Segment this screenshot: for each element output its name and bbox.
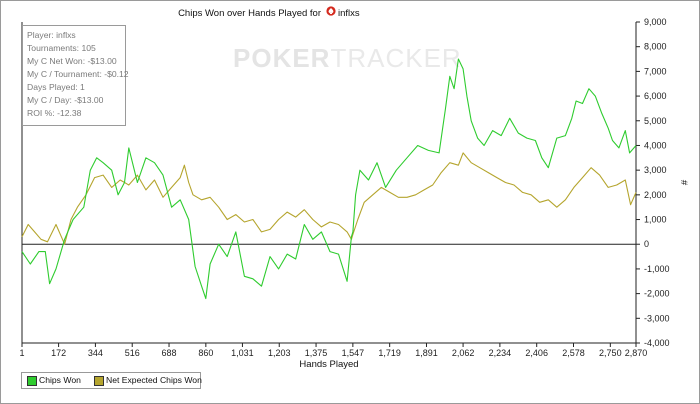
y-tick-label: 2,000 xyxy=(644,190,667,200)
legend-label-chips-won: Chips Won xyxy=(39,375,81,385)
x-tick-label: 344 xyxy=(88,348,103,358)
y-tick-label: 4,000 xyxy=(644,140,667,150)
legend-label-net-expected: Net Expected Chips Won xyxy=(106,375,202,385)
y-tick-label: 3,000 xyxy=(644,165,667,175)
stat-net-won: My C Net Won: -$13.00 xyxy=(27,56,117,66)
legend-swatch-net-expected xyxy=(94,376,104,386)
x-tick-label: 688 xyxy=(162,348,177,358)
x-tick-label: 1 xyxy=(19,348,24,358)
y-tick-label: 8,000 xyxy=(644,42,667,52)
x-tick-label: 2,578 xyxy=(562,348,585,358)
x-tick-label: 2,406 xyxy=(525,348,548,358)
series-line-net-expected xyxy=(21,152,637,245)
x-tick-label: 1,547 xyxy=(342,348,365,358)
y-tick-label: 6,000 xyxy=(644,91,667,101)
pokertracker-watermark-logo: POKERTRACKER xyxy=(233,43,462,73)
player-stats-box: Player: inflxs Tournaments: 105 My C Net… xyxy=(22,25,129,126)
y-tick-label: 1,000 xyxy=(644,215,667,225)
y-tick-label: 0 xyxy=(644,239,649,249)
spade-logo-glyph xyxy=(328,8,334,14)
x-tick-label: 1,203 xyxy=(268,348,291,358)
stat-roi: ROI %: -12.38 xyxy=(27,108,82,118)
y-tick-label: -2,000 xyxy=(644,289,670,299)
chart-legend: Chips Won Net Expected Chips Won xyxy=(21,372,202,389)
x-tick-label: 172 xyxy=(51,348,66,358)
y-tick-label: -1,000 xyxy=(644,264,670,274)
stat-player: Player: inflxs xyxy=(27,30,76,40)
x-tick-label: 1,031 xyxy=(231,348,254,358)
x-tick-label: 860 xyxy=(198,348,213,358)
x-tick-label: 2,870 xyxy=(625,348,648,358)
x-tick-label: 1,719 xyxy=(378,348,401,358)
x-tick-label: 1,375 xyxy=(305,348,328,358)
x-tick-label: 2,750 xyxy=(599,348,622,358)
x-tick-label: 1,891 xyxy=(415,348,438,358)
series-line-chips-won xyxy=(21,58,637,300)
x-tick-label: 516 xyxy=(125,348,140,358)
y-tick-label: -3,000 xyxy=(644,313,670,323)
x-axis-title: Hands Played xyxy=(299,359,358,370)
y-tick-label: 5,000 xyxy=(644,116,667,126)
stat-per-day: My C / Day: -$13.00 xyxy=(27,95,104,105)
y-tick-label: 7,000 xyxy=(644,66,667,76)
x-tick-label: 2,062 xyxy=(452,348,475,358)
chart-title: Chips Won over Hands Played for xyxy=(178,8,321,19)
legend-swatch-chips-won xyxy=(27,376,37,386)
stat-tournaments: Tournaments: 105 xyxy=(27,43,96,53)
y-tick-label: 9,000 xyxy=(644,17,667,27)
stat-days-played: Days Played: 1 xyxy=(27,82,85,92)
y-axis-title: # xyxy=(678,180,689,186)
chart-title-player: inflxs xyxy=(338,8,360,19)
spade-logo-icon xyxy=(326,6,336,16)
x-tick-label: 2,234 xyxy=(489,348,512,358)
stat-per-tournament: My C / Tournament: -$0.12 xyxy=(27,69,129,79)
y-tick-label: -4,000 xyxy=(644,338,670,348)
